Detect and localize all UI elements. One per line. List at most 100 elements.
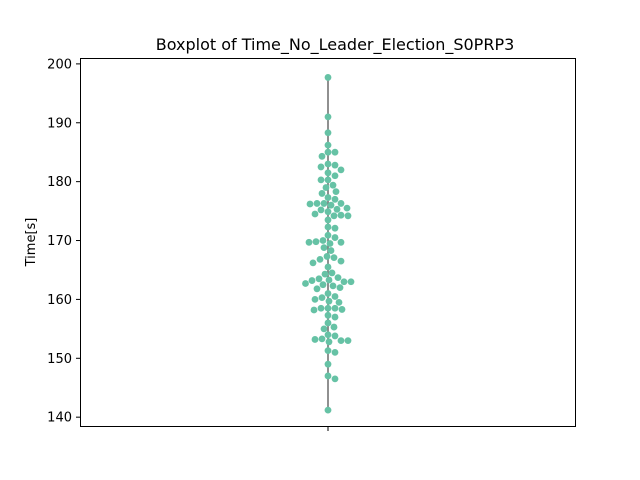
- data-point: [344, 212, 352, 220]
- data-point: [320, 325, 328, 333]
- data-point: [338, 306, 346, 313]
- y-axis-label: Time[s]: [24, 218, 39, 268]
- data-point: [311, 296, 319, 303]
- data-point: [324, 169, 332, 177]
- data-point: [334, 274, 342, 282]
- data-point: [329, 282, 337, 290]
- data-point: [318, 152, 326, 160]
- data-point: [327, 247, 335, 254]
- data-point: [324, 231, 332, 239]
- data-point: [318, 294, 326, 302]
- data-point: [324, 74, 332, 81]
- data-point: [331, 161, 339, 169]
- data-point: [330, 212, 338, 220]
- data-point: [317, 304, 325, 312]
- data-point: [326, 240, 334, 247]
- data-point: [324, 129, 332, 137]
- data-point: [344, 337, 352, 345]
- data-point: [329, 181, 337, 189]
- data-point: [324, 176, 332, 184]
- data-point: [324, 360, 332, 368]
- data-point: [331, 148, 339, 156]
- data-point: [317, 206, 325, 214]
- data-point: [316, 255, 324, 263]
- data-point: [321, 270, 329, 278]
- data-point: [324, 347, 332, 355]
- data-point: [337, 238, 345, 246]
- y-tick-label: 170: [47, 234, 72, 249]
- data-point: [313, 200, 321, 207]
- data-point: [331, 172, 339, 180]
- data-point: [330, 254, 338, 262]
- data-point: [337, 337, 345, 345]
- swarm-points: [302, 74, 355, 414]
- y-tick-label: 190: [47, 116, 72, 131]
- chart-title: Boxplot of Time_No_Leader_Election_S0PRP…: [156, 35, 515, 55]
- data-point: [324, 141, 332, 149]
- data-point: [332, 188, 340, 196]
- data-point: [347, 278, 355, 286]
- data-point: [325, 276, 333, 284]
- data-point: [324, 304, 332, 312]
- data-point: [331, 304, 339, 312]
- data-point: [337, 257, 345, 265]
- data-point: [324, 216, 332, 224]
- data-point: [333, 205, 341, 213]
- y-axis: 140 150 160 170 180 190 200: [47, 57, 80, 426]
- plot-frame: [80, 58, 576, 427]
- y-tick-label: 200: [47, 57, 72, 72]
- data-point: [327, 201, 335, 209]
- data-point: [312, 238, 320, 246]
- y-tick-label: 150: [47, 352, 72, 367]
- data-point: [313, 285, 321, 293]
- data-point: [324, 372, 332, 380]
- data-point: [328, 269, 336, 277]
- data-point: [325, 338, 333, 346]
- data-point: [308, 277, 316, 284]
- data-point: [343, 204, 351, 212]
- data-point: [324, 223, 332, 231]
- data-point: [331, 332, 339, 340]
- data-point: [305, 238, 313, 246]
- data-point: [311, 210, 319, 218]
- data-point: [324, 331, 332, 339]
- data-point: [311, 336, 319, 343]
- data-point: [331, 224, 339, 232]
- data-point: [318, 335, 326, 343]
- data-point: [331, 234, 339, 241]
- data-point: [337, 166, 345, 174]
- data-point: [337, 200, 345, 207]
- data-point: [319, 237, 327, 244]
- data-point: [319, 281, 327, 289]
- data-point: [320, 200, 328, 207]
- data-point: [324, 113, 332, 121]
- data-point: [331, 293, 339, 300]
- data-point: [335, 298, 343, 306]
- y-tick-label: 160: [47, 293, 72, 308]
- y-tick-label: 180: [47, 175, 72, 190]
- data-point: [324, 319, 332, 327]
- data-point: [331, 313, 339, 321]
- data-point: [340, 278, 348, 286]
- data-point: [324, 290, 332, 297]
- data-point: [325, 297, 333, 305]
- data-point: [331, 349, 339, 356]
- data-point: [337, 211, 345, 219]
- data-point: [330, 323, 338, 331]
- data-point: [324, 194, 332, 201]
- data-point: [320, 244, 328, 251]
- data-point: [324, 148, 332, 156]
- data-point: [309, 259, 317, 267]
- data-point: [323, 253, 331, 260]
- data-point: [318, 190, 326, 197]
- data-point: [315, 275, 323, 283]
- data-point: [324, 208, 332, 216]
- data-point: [317, 163, 325, 171]
- data-point: [331, 375, 339, 383]
- data-point: [302, 280, 309, 287]
- data-point: [317, 176, 325, 184]
- data-point: [310, 306, 318, 314]
- data-point: [322, 184, 330, 191]
- data-point: [324, 160, 332, 168]
